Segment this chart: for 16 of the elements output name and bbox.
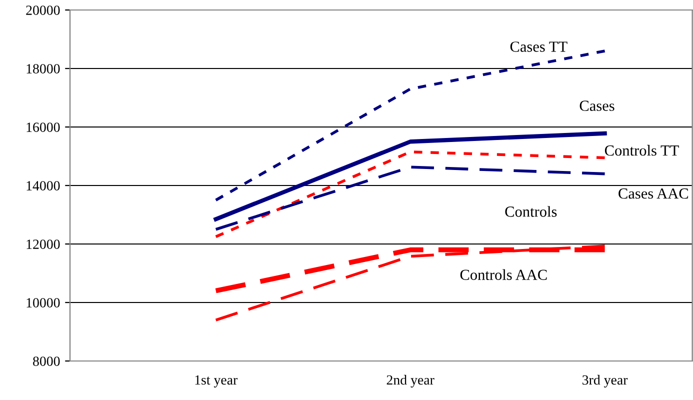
- y-tick-label: 18000: [26, 64, 60, 74]
- y-tick-label: 10000: [26, 298, 60, 308]
- series-label: Controls TT: [604, 144, 679, 156]
- x-tick-label: 3rd year: [582, 374, 628, 388]
- series-label: Cases: [580, 100, 614, 111]
- y-tick-label: 16000: [26, 122, 60, 132]
- text: Controls: [505, 206, 557, 217]
- series-label: Controls AAC: [460, 269, 547, 280]
- y-tick-label: 12000: [26, 240, 60, 249]
- x-tick-label: 2nd year: [386, 374, 434, 388]
- y-tick-label: 20000: [26, 6, 60, 15]
- x-tick-label: 1st year: [195, 375, 238, 388]
- y-tick-label: 14000: [26, 181, 60, 190]
- series-label: Cases AAC: [618, 188, 688, 199]
- series-label: Cases TT: [510, 42, 568, 52]
- y-tick-label: 8000: [33, 356, 60, 366]
